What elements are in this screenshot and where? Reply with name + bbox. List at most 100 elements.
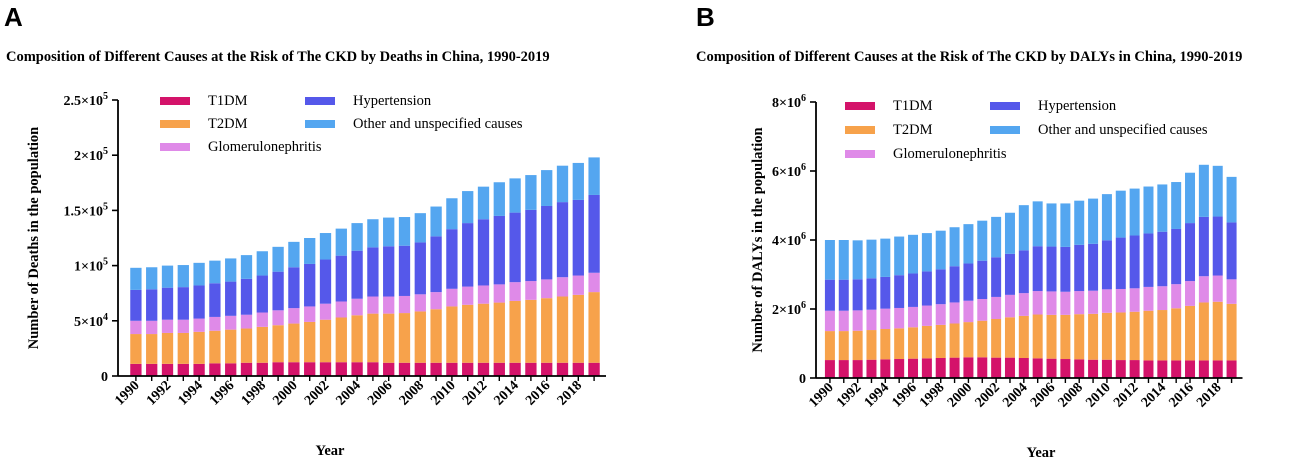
bar-segment <box>1046 203 1057 247</box>
x-tick-label: 2008 <box>1056 380 1086 410</box>
bar-segment <box>383 217 395 247</box>
bar-segment <box>1115 360 1126 378</box>
bar-segment <box>1004 212 1015 254</box>
bar-segment <box>304 238 316 264</box>
legend-label: Hypertension <box>353 93 432 109</box>
bar-segment <box>838 310 849 332</box>
x-tick-label: 1998 <box>239 378 269 408</box>
bar-segment <box>935 230 946 270</box>
panel-a-title: Composition of Different Causes at the R… <box>6 49 550 65</box>
bar-segment <box>556 296 569 363</box>
bar-segment <box>894 236 905 276</box>
bar-segment <box>1185 281 1196 306</box>
bar-segment <box>383 362 395 376</box>
bar-segment <box>541 279 553 299</box>
bar-segment <box>130 334 142 364</box>
bar-segment <box>462 286 474 305</box>
bar-segment <box>1143 233 1154 287</box>
chart-b: 0 2×106 4×106 6×106 8×106 1990199219941996199… <box>750 93 1243 460</box>
bar-segment <box>161 287 174 320</box>
bar-segment <box>963 357 974 378</box>
bar-segment <box>430 309 442 363</box>
bar-segment <box>866 330 877 360</box>
y-tick-label: 1×105 <box>74 257 108 275</box>
bar-segment <box>894 307 905 329</box>
bar-segment <box>880 238 891 277</box>
bar-segment <box>1226 360 1237 378</box>
bar-segment <box>921 358 932 378</box>
bar-segment <box>477 285 490 304</box>
bar-segment <box>146 363 158 376</box>
bar-segment <box>1212 165 1223 217</box>
bar-segment <box>256 251 268 276</box>
bar-segment <box>1198 302 1209 361</box>
bar-segment <box>852 310 863 331</box>
bar-segment <box>383 313 395 363</box>
bar-segment <box>1060 314 1071 360</box>
bar-segment <box>572 199 584 276</box>
bar-segment <box>880 359 891 378</box>
x-tick-label: 2004 <box>1000 380 1030 410</box>
bar-segment <box>335 301 347 318</box>
y-tick-label: 0 <box>101 370 108 385</box>
bar-segment <box>367 296 379 314</box>
bar-segment <box>509 362 521 376</box>
bar-segment <box>319 259 332 304</box>
bar-segment <box>383 246 395 297</box>
x-tick-label: 2010 <box>1083 380 1113 410</box>
y-tick-label: 2×106 <box>772 300 806 318</box>
bar-segment <box>838 279 849 311</box>
bar-segment <box>383 296 395 314</box>
bar-segment <box>1018 250 1029 294</box>
bar-segment <box>430 362 442 376</box>
bar-segment <box>1018 357 1029 378</box>
panel-b-letter: B <box>696 2 715 32</box>
x-tick-label: 2000 <box>945 380 975 410</box>
bar-segment <box>493 302 505 363</box>
bar-segment <box>1088 313 1099 360</box>
bar-segment <box>256 275 268 313</box>
bar-segment <box>572 294 584 363</box>
panel-a-letter: A <box>4 2 23 32</box>
bar-segment <box>949 227 960 267</box>
bar-segment <box>572 362 584 376</box>
bar-segment <box>1226 176 1237 223</box>
bar-segment <box>1088 243 1099 291</box>
bar-segment <box>462 304 474 363</box>
bar-segment <box>225 315 237 330</box>
bar-segment <box>1226 279 1237 304</box>
bar-segment <box>1060 291 1071 315</box>
bar-segment <box>240 328 253 363</box>
bar-segment <box>935 269 946 305</box>
bar-segment <box>1129 311 1140 361</box>
bar-segment <box>1198 164 1209 217</box>
x-tick-label: 2014 <box>492 378 522 408</box>
bar-segment <box>256 312 268 327</box>
bar-segment <box>446 306 458 363</box>
bar-segment <box>1046 358 1057 378</box>
bar-segment <box>838 360 849 378</box>
bar-segment <box>146 334 158 364</box>
bar-segment <box>193 331 205 364</box>
bar-segment <box>1171 308 1182 361</box>
bar-segment <box>146 289 158 321</box>
bar-segment <box>335 317 347 363</box>
bar-segment <box>1018 315 1029 358</box>
bar-segment <box>1143 186 1154 234</box>
bar-segment <box>319 362 332 376</box>
legend-swatch <box>160 120 190 128</box>
bar-segment <box>493 362 505 376</box>
bar-segment <box>852 330 863 361</box>
bar-segment <box>161 332 174 364</box>
bar-segment <box>225 281 237 316</box>
bar-segment <box>949 323 960 358</box>
bar-segment <box>1129 235 1140 289</box>
bar-segment <box>1101 289 1112 313</box>
bar-segment <box>477 186 490 220</box>
bar-segment <box>335 228 347 256</box>
bar-segment <box>398 217 411 246</box>
bar-segment <box>462 223 474 287</box>
legend-label: Other and unspecified causes <box>353 116 523 132</box>
bar-segment <box>1212 301 1223 361</box>
bar-segment <box>288 267 300 309</box>
